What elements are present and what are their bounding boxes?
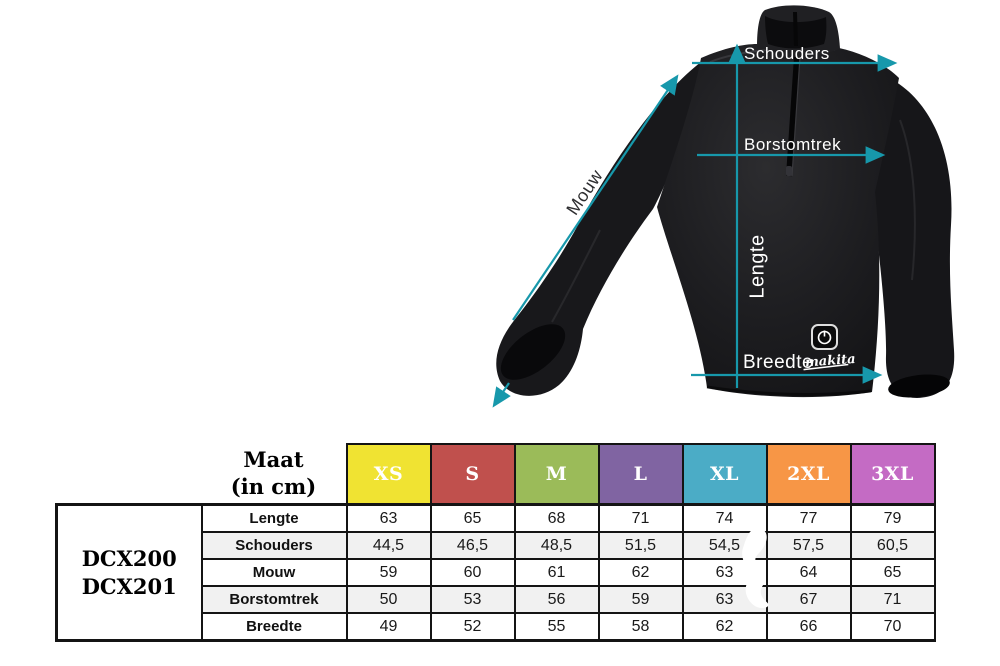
maat-title: Maat [243,447,304,473]
cell-breedte-2xl: 66 [765,612,852,642]
measurement-arrows [492,43,898,408]
maat-subtitle: (in cm) [230,473,317,499]
cell-borstomtrek-xs: 50 [345,585,432,614]
cell-mouw-l: 62 [597,558,684,587]
cell-schouders-s: 46,5 [429,531,516,560]
size-col-2xl: 2XL [765,443,852,506]
mouw-label: Mouw [562,165,607,219]
cell-lengte-xs: 63 [345,503,432,533]
mouw-arrow [512,74,679,321]
table-row-lengte: DCX200 DCX201 Lengte 63 65 68 71 74 77 7… [55,503,936,642]
cell-lengte-l: 71 [597,503,684,533]
lengte-label: Lengte [746,234,769,299]
size-col-3xl: 3XL [849,443,936,506]
cell-borstomtrek-l: 59 [597,585,684,614]
row-label-mouw: Mouw [200,558,348,587]
row-label-borstomtrek: Borstomtrek [200,585,348,614]
cell-borstomtrek-2xl: 67 [765,585,852,614]
shirt-left-sleeve [496,62,701,396]
cell-breedte-xs: 49 [345,612,432,642]
cell-schouders-l: 51,5 [597,531,684,560]
size-col-xs: XS [345,443,432,506]
cell-mouw-xl: 63 [681,558,768,587]
size-col-xl: XL [681,443,768,506]
size-col-l: L [597,443,684,506]
cell-schouders-2xl: 57,5 [765,531,852,560]
cell-mouw-2xl: 64 [765,558,852,587]
shirt-zipper [786,56,801,177]
cell-breedte-s: 52 [429,612,516,642]
model-dcx200: DCX200 [81,546,177,572]
schouders-label: Schouders [744,44,830,63]
cell-borstomtrek-m: 56 [513,585,600,614]
mouw-arrow-tail [492,382,511,408]
cell-lengte-2xl: 77 [765,503,852,533]
shirt-torso [657,44,899,398]
row-label-schouders: Schouders [200,531,348,560]
model-dcx201: DCX201 [81,573,177,599]
size-header-row: Maat (in cm) XS S M L XL 2XL 3XL [56,443,936,506]
cell-borstomtrek-s: 53 [429,585,516,614]
cell-borstomtrek-3xl: 71 [849,585,936,614]
breedte-label: Breedte [743,352,814,373]
cell-schouders-xs: 44,5 [345,531,432,560]
size-col-s: S [429,443,516,506]
table-row-mouw: Mouw 59 60 61 62 63 64 65 [57,558,936,587]
cell-lengte-s: 65 [429,503,516,533]
cell-breedte-xl: 62 [681,612,768,642]
size-col-m: M [513,443,600,506]
model-cell: DCX200 DCX201 [55,503,203,642]
corner-empty-cell [56,444,202,506]
cell-lengte-3xl: 79 [849,503,936,533]
cell-breedte-l: 58 [597,612,684,642]
cell-breedte-m: 55 [513,612,600,642]
table-row-schouders: Schouders 44,5 46,5 48,5 51,5 54,5 57,5 … [57,531,936,560]
power-button-icon [811,324,838,350]
cell-mouw-xs: 59 [345,558,432,587]
cell-borstomtrek-xl: 63 [681,585,768,614]
borstomtrek-label: Borstomtrek [744,135,842,154]
cell-lengte-xl: 74 [681,503,768,533]
cell-lengte-m: 68 [513,503,600,533]
row-label-lengte: Lengte [200,503,348,533]
cell-schouders-xl: 54,5 [681,531,768,560]
cell-breedte-3xl: 70 [849,612,936,642]
row-label-breedte: Breedte [200,612,348,642]
cell-mouw-s: 60 [429,558,516,587]
cell-schouders-3xl: 60,5 [849,531,936,560]
cell-mouw-3xl: 65 [849,558,936,587]
cell-mouw-m: 61 [513,558,600,587]
cell-schouders-m: 48,5 [513,531,600,560]
maat-header-cell: Maat (in cm) [201,444,347,506]
shirt-right-sleeve [869,80,955,398]
table-row-breedte: Breedte 49 52 55 58 62 66 70 [57,612,936,642]
size-table: Maat (in cm) XS S M L XL 2XL 3XL DCX200 … [55,443,936,642]
